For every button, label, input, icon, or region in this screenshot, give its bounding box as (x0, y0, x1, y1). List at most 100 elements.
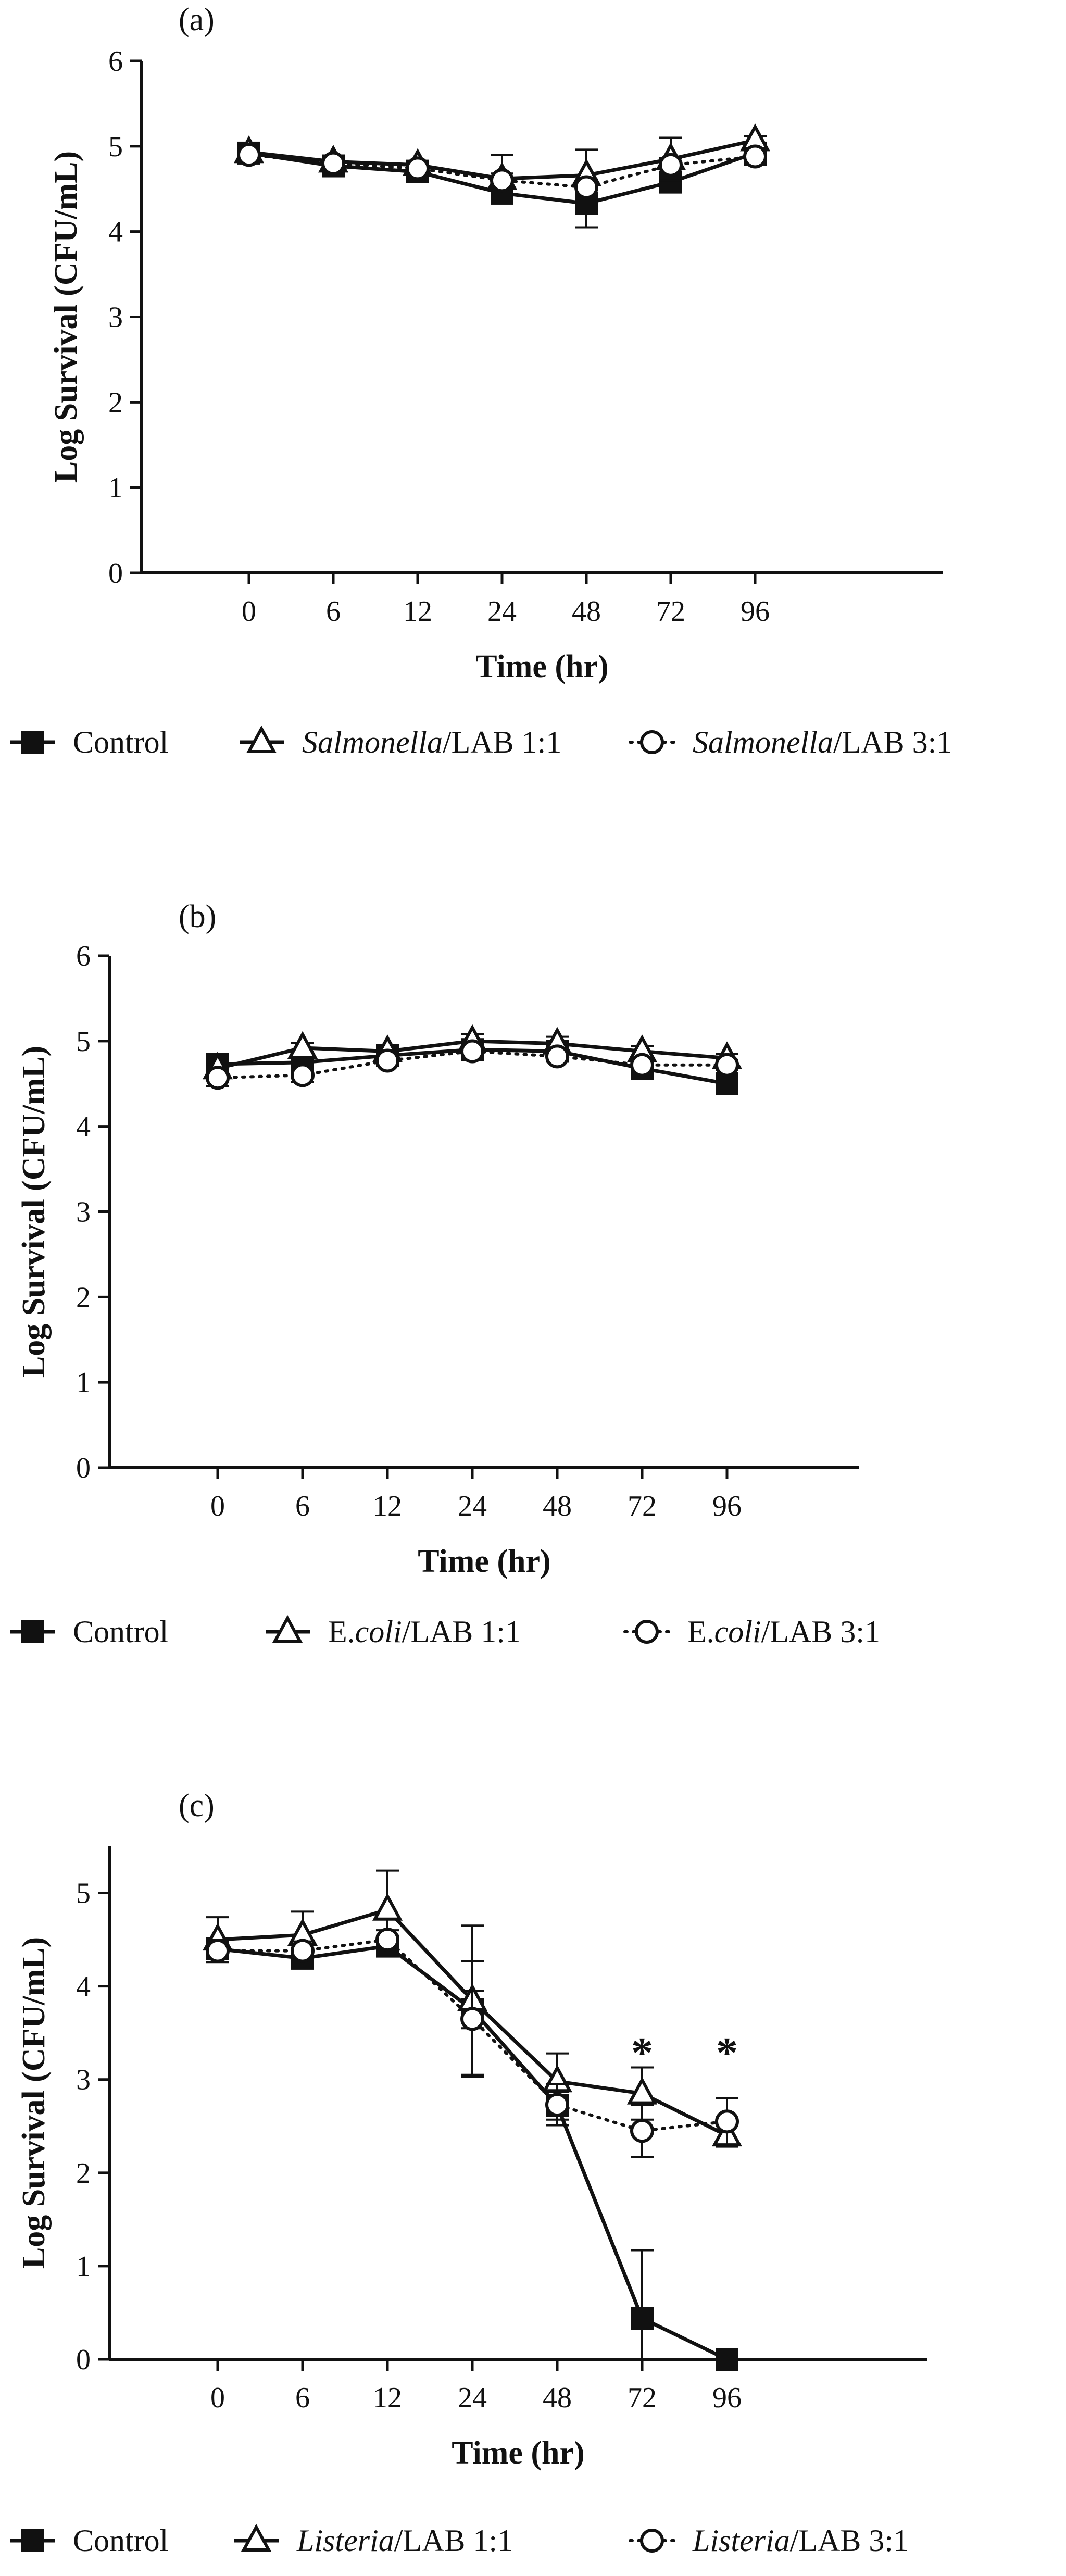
y-axis-title: Log Survival (CFU/mL) (16, 1937, 52, 2269)
y-tick-label: 0 (108, 557, 123, 590)
x-tick-label: 96 (741, 595, 770, 628)
legend-marker (272, 1615, 303, 1643)
data-point (206, 1066, 230, 1090)
legend-label-part: /LAB 3:1 (790, 2523, 909, 2558)
y-tick-label: 6 (108, 45, 123, 78)
legend-marker (635, 1620, 659, 1644)
legend-marker (246, 725, 277, 753)
x-tick-label: 0 (242, 595, 256, 628)
legend: Control Salmonella/LAB 1:1 Salmonella/LAB … (10, 725, 952, 759)
x-tick-label: 6 (295, 2382, 310, 2414)
legend-label-part: /LAB 1:1 (394, 2523, 513, 2558)
x-tick-label: 72 (628, 2382, 657, 2414)
y-tick-label: 0 (76, 1452, 91, 1484)
data-point (630, 2119, 654, 2143)
data-point (626, 2077, 658, 2105)
x-axis-title: Time (hr) (418, 1544, 550, 1579)
y-tick-label: 4 (76, 1971, 91, 2003)
y-tick-label: 3 (76, 1196, 91, 1229)
y-tick-label: 2 (76, 2157, 91, 2190)
y-tick-label: 1 (76, 2250, 91, 2283)
legend-label-part: Salmonella (693, 725, 833, 759)
data-point (406, 156, 430, 181)
legend-label: Control (73, 725, 168, 759)
legend-label: Control (73, 2523, 168, 2558)
legend-marker (21, 2529, 44, 2552)
x-tick-label: 0 (210, 2382, 225, 2414)
data-point (574, 175, 598, 199)
series-3 (206, 1039, 739, 1090)
legend: Control E.coli/LAB 1:1 E.coli/LAB 3:1 (10, 1615, 880, 1649)
legend-label-part: Control (73, 725, 168, 759)
significance-marker: * (716, 2029, 738, 2077)
legend-label-part: coli (355, 1615, 402, 1649)
x-tick-label: 48 (543, 1490, 572, 1522)
y-tick-label: 3 (76, 2064, 91, 2096)
legend-marker (640, 2529, 664, 2553)
y-tick-label: 4 (108, 216, 123, 248)
legend-label: Listeria/LAB 1:1 (296, 2523, 513, 2558)
legend-label: Listeria/LAB 3:1 (692, 2523, 909, 2558)
data-point (237, 143, 261, 167)
legend-marker (640, 730, 664, 754)
data-point (715, 1053, 739, 1077)
data-point (291, 1063, 315, 1087)
data-point (287, 1031, 318, 1059)
series-3 (237, 143, 767, 199)
x-tick-label: 48 (572, 595, 601, 628)
x-tick-label: 12 (373, 2382, 402, 2414)
x-axis-title: Time (hr) (475, 649, 608, 684)
data-point (460, 1039, 484, 1064)
y-tick-label: 1 (76, 1367, 91, 1399)
x-tick-label: 24 (487, 595, 517, 628)
legend-label-part: Listeria (692, 2523, 790, 2558)
series-3 (206, 1928, 739, 2158)
legend-label-part: coli (714, 1615, 761, 1649)
x-axis-title: Time (hr) (452, 2435, 584, 2471)
legend: Control Listeria/LAB 1:1 Listeria/LAB 3:1 (10, 2523, 909, 2558)
legend-label: E.coli/LAB 3:1 (687, 1615, 880, 1649)
x-tick-label: 72 (656, 595, 685, 628)
data-point (716, 2348, 738, 2371)
y-tick-label: 2 (108, 386, 123, 419)
legend-marker (21, 1620, 44, 1643)
legend-label-part: /LAB 1:1 (402, 1615, 521, 1649)
legend-label-part: E. (328, 1615, 355, 1649)
data-point (631, 2307, 654, 2330)
legend-label: Salmonella/LAB 3:1 (693, 725, 952, 759)
legend-marker (21, 731, 44, 754)
x-tick-label: 6 (295, 1490, 310, 1522)
significance-marker: * (631, 2029, 653, 2077)
x-tick-label: 24 (458, 2382, 487, 2414)
panel-label: (b) (179, 899, 216, 934)
data-point (375, 1928, 399, 1952)
legend-label-part: /LAB 3:1 (833, 725, 952, 759)
legend-label-part: /LAB 1:1 (443, 725, 561, 759)
data-point (372, 1893, 403, 1921)
panel-label: (c) (179, 1788, 215, 1823)
data-point (630, 1053, 654, 1077)
data-point (291, 1939, 315, 1963)
y-tick-label: 1 (108, 472, 123, 504)
legend-label: Salmonella/LAB 1:1 (302, 725, 561, 759)
legend-marker (241, 2523, 272, 2552)
y-axis-title: Log Survival (CFU/mL) (48, 151, 84, 483)
x-tick-label: 12 (403, 595, 432, 628)
legend-label-part: Control (73, 2523, 168, 2558)
y-tick-label: 5 (76, 1026, 91, 1058)
legend-label-part: Listeria (296, 2523, 394, 2558)
data-point (375, 1048, 399, 1073)
y-tick-label: 3 (108, 302, 123, 334)
legend-label-part: E. (687, 1615, 714, 1649)
y-tick-label: 2 (76, 1281, 91, 1314)
legend-label-part: Control (73, 1615, 168, 1649)
data-point (321, 151, 345, 176)
legend-label-part: Salmonella (302, 725, 443, 759)
y-tick-label: 5 (76, 1878, 91, 1910)
legend-label: Control (73, 1615, 168, 1649)
legend-label: E.coli/LAB 1:1 (328, 1615, 521, 1649)
